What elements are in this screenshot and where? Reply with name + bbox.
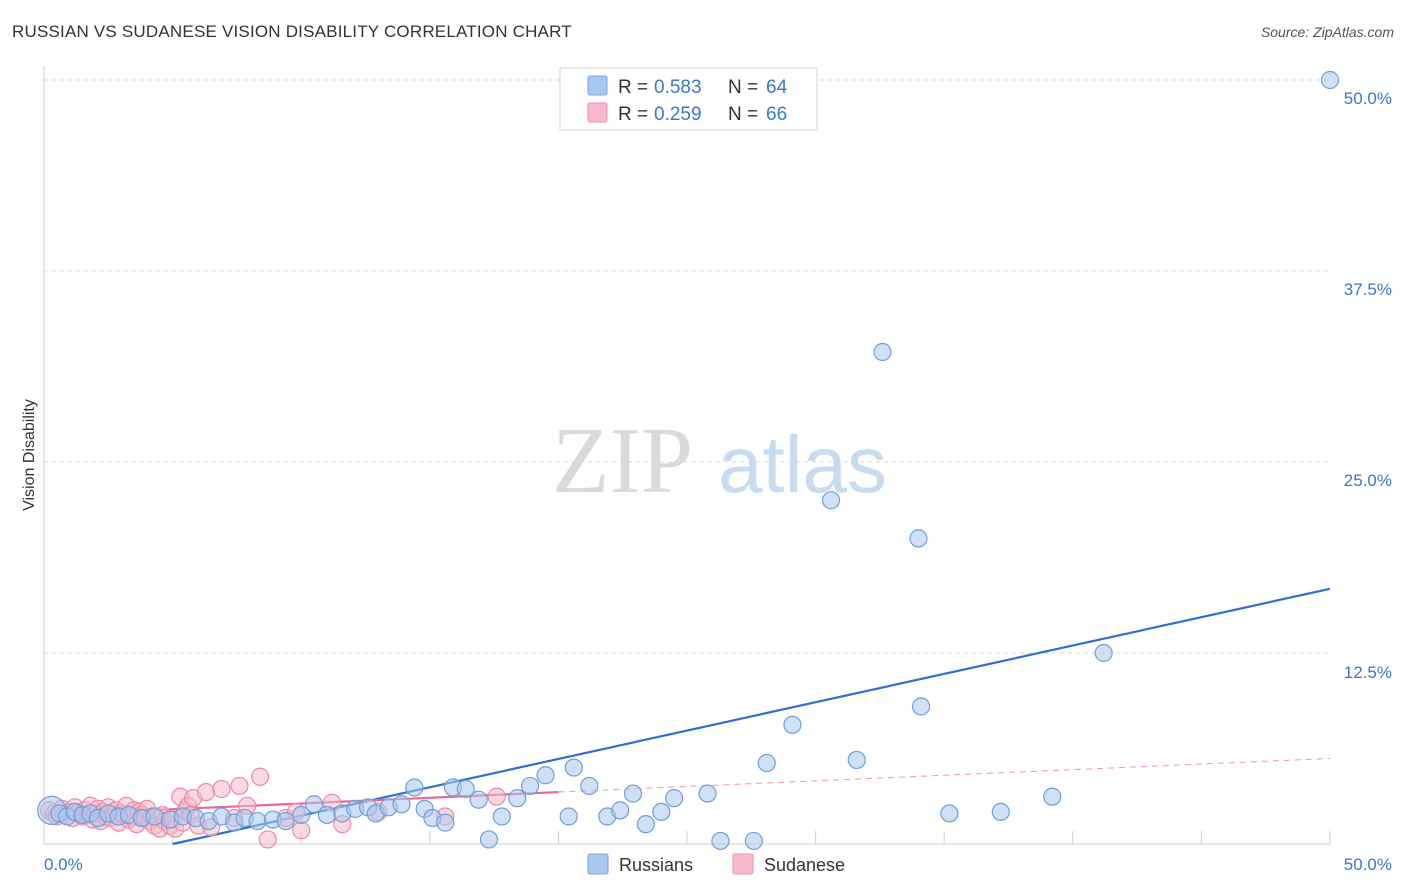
russians-point [317, 805, 337, 825]
russians-point [436, 813, 455, 832]
chart-title: RUSSIAN VS SUDANESE VISION DISABILITY CO… [12, 22, 572, 41]
russians-point [698, 784, 717, 803]
russians-point [580, 776, 599, 796]
y-tick-label: 25.0% [1344, 471, 1392, 490]
x-tick-label: 50.0% [1344, 855, 1392, 874]
russians-point [611, 801, 630, 820]
russians-point [847, 750, 866, 770]
russians-point [508, 789, 527, 808]
sudanese-swatch [587, 102, 608, 123]
correlation-legend: R = 0.583 N = 64 R = 0.259 N = 66 [559, 67, 818, 131]
russians-point [1043, 787, 1062, 806]
source-label: Source: ZipAtlas.com [1260, 24, 1394, 40]
russians-point [292, 805, 311, 825]
russians-point [991, 802, 1010, 822]
y-tick-label: 12.5% [1344, 663, 1392, 682]
russians-point [276, 811, 295, 831]
x-tick-marks [43, 831, 1331, 844]
russians-point [492, 807, 511, 826]
russians-point [636, 815, 655, 834]
russians-point [873, 342, 892, 362]
watermark-atlas: atlas [718, 420, 887, 509]
y-tick-label: 50.0% [1344, 89, 1392, 108]
russians-point [909, 529, 928, 548]
russians-point [711, 831, 730, 851]
russians-point [1094, 643, 1113, 663]
russians-point [623, 784, 643, 803]
sudanese-point [292, 821, 311, 840]
x-tick-label: 0.0% [44, 855, 83, 874]
legend-n-value: 64 [766, 77, 788, 98]
legend-n-label: N = [728, 104, 758, 125]
russians-point [665, 789, 684, 808]
russians-point [469, 790, 488, 809]
sudanese-trend-extension [558, 757, 1331, 793]
legend-n-label: N = [728, 77, 758, 98]
russians-point [911, 697, 931, 716]
watermark-zip: ZIP [552, 409, 693, 513]
russians-point [744, 831, 763, 851]
sudanese-legend-swatch [732, 853, 754, 875]
y-axis-label: Vision Disability [21, 399, 38, 511]
sudanese-legend-label: Sudanese [764, 855, 845, 875]
legend-r-label: R = [618, 77, 648, 98]
russians-point [145, 807, 164, 826]
russians-point [757, 753, 776, 773]
series-legend: Russians Sudanese [587, 853, 845, 875]
russians-point [536, 766, 555, 785]
russians-point [304, 795, 324, 814]
russians-points [37, 70, 1340, 851]
sudanese-point [196, 782, 216, 802]
russians-point [479, 830, 499, 849]
russians-point [1320, 70, 1340, 90]
russians-point [652, 802, 671, 822]
russians-legend-label: Russians [619, 855, 693, 875]
russians-point [940, 804, 959, 823]
trend-lines [43, 587, 1331, 846]
sudanese-point [487, 787, 506, 806]
sudanese-point [250, 767, 270, 786]
sudanese-point [258, 830, 277, 849]
legend-r-value: 0.259 [654, 104, 702, 125]
russians-legend-swatch [587, 853, 609, 875]
russians-point [248, 811, 267, 831]
russians-point [456, 779, 475, 799]
russians-swatch [587, 75, 608, 96]
legend-n-value: 66 [766, 104, 787, 125]
gridlines [44, 79, 1330, 654]
russians-point [521, 776, 540, 796]
russians-point [564, 758, 583, 777]
russians-point [405, 778, 424, 797]
russians-point [559, 807, 578, 826]
sudanese-point [212, 779, 231, 799]
russians-point [783, 715, 802, 734]
sudanese-point [230, 776, 249, 796]
russians-point [821, 491, 841, 510]
legend-r-value: 0.583 [654, 77, 702, 98]
y-tick-label: 37.5% [1344, 280, 1392, 299]
russians-point [392, 795, 411, 814]
legend-r-label: R = [618, 104, 648, 125]
